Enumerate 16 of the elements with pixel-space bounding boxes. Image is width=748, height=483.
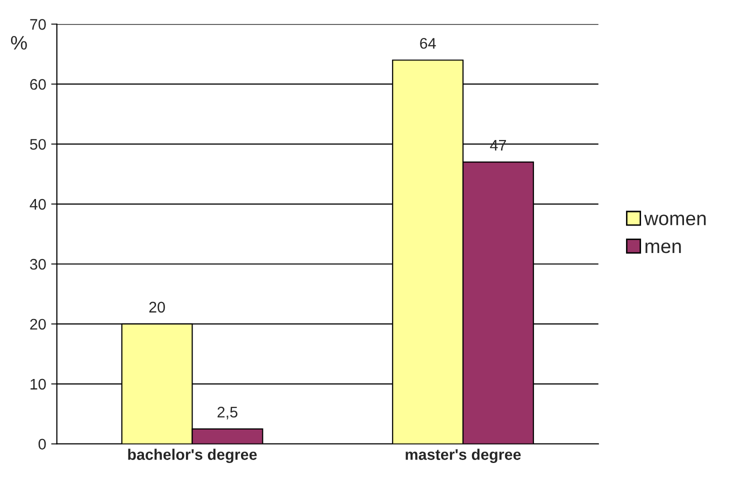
y-tick-label: 10 [30,378,46,390]
data-label: 64 [420,38,436,49]
data-label: 2,5 [218,406,238,420]
x-tick-label: bachelor's degree [128,448,257,464]
y-tick-label: 70 [30,19,46,30]
y-tick-label: 0 [38,438,46,450]
data-label: 20 [149,302,165,313]
y-axis-title: % [10,36,27,50]
y-tick-label: 30 [30,258,46,270]
y-tick-label: 40 [30,198,46,210]
y-tick-label: 20 [30,318,46,330]
y-tick-label: 50 [30,138,46,150]
legend-label: women [644,214,706,226]
x-tick-label: master's degree [406,448,521,464]
legend-label: men [646,242,681,254]
y-tick-label: 60 [30,78,46,90]
